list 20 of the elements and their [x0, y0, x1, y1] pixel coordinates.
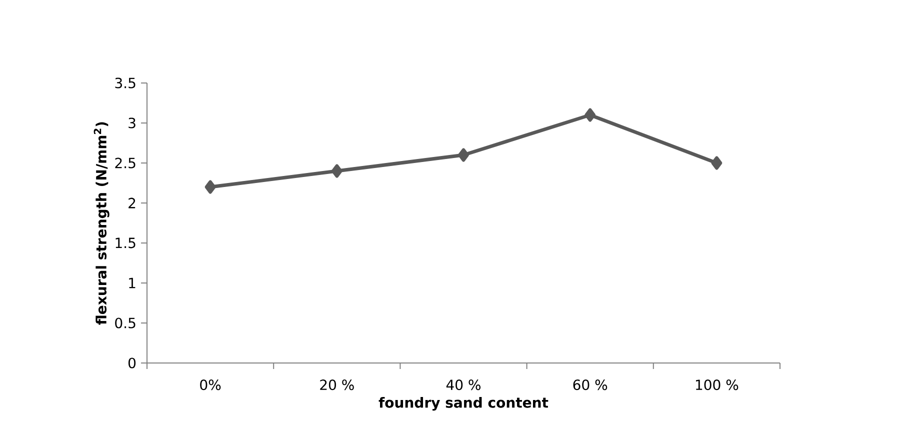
point [584, 108, 596, 122]
y-tick-label: 0 [128, 358, 136, 368]
x-tick-label: 100 % [696, 380, 738, 390]
point [331, 164, 342, 178]
y-tick-label: 2 [128, 198, 136, 208]
y-tick-label: 2.5 [115, 158, 136, 168]
y-axis-title: flexural strength (N/mm$^{2}$) [94, 122, 110, 325]
x-tick-label: 60 % [573, 380, 608, 390]
x-tick-label: 0% [200, 380, 221, 390]
x-tick-label: 40 % [446, 380, 480, 390]
x-axis-title: foundry sand content [378, 396, 548, 411]
y-tick-label: 3 [128, 118, 136, 128]
x-tick-label: 20 % [320, 380, 354, 390]
y-tick-label: 1.5 [116, 238, 136, 248]
y-tick-label: 1 [129, 278, 136, 288]
point [204, 180, 216, 194]
y-tick-label: 0.5 [115, 318, 136, 328]
point [458, 148, 469, 162]
point [711, 156, 722, 170]
y-tick-label: 3.5 [115, 78, 136, 88]
